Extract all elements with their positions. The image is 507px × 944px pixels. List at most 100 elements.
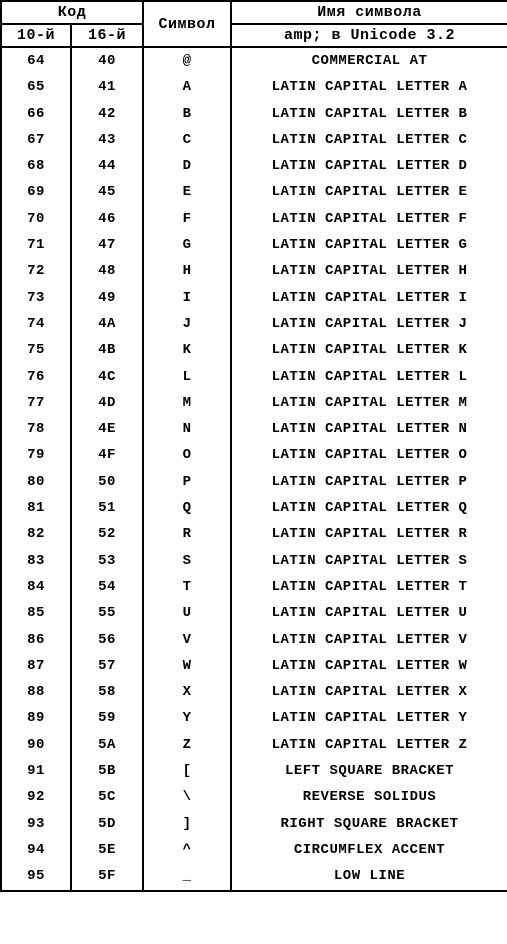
- table-row: 925C\REVERSE SOLIDUS: [1, 784, 507, 810]
- cell-hex: 54: [71, 574, 143, 600]
- table-row: 6541ALATIN CAPITAL LETTER A: [1, 74, 507, 100]
- cell-symbol: O: [143, 442, 231, 468]
- cell-name: LATIN CAPITAL LETTER D: [231, 153, 507, 179]
- table-row: 6945ELATIN CAPITAL LETTER E: [1, 179, 507, 205]
- cell-symbol: F: [143, 206, 231, 232]
- cell-dec: 67: [1, 127, 71, 153]
- cell-symbol: C: [143, 127, 231, 153]
- table-row: 754BKLATIN CAPITAL LETTER K: [1, 337, 507, 363]
- cell-name: LATIN CAPITAL LETTER A: [231, 74, 507, 100]
- cell-symbol: L: [143, 364, 231, 390]
- cell-dec: 92: [1, 784, 71, 810]
- cell-dec: 91: [1, 758, 71, 784]
- cell-symbol: J: [143, 311, 231, 337]
- cell-hex: 43: [71, 127, 143, 153]
- table-row: 774DMLATIN CAPITAL LETTER M: [1, 390, 507, 416]
- cell-hex: 46: [71, 206, 143, 232]
- cell-dec: 95: [1, 863, 71, 890]
- table-row: 8757WLATIN CAPITAL LETTER W: [1, 653, 507, 679]
- cell-name: LATIN CAPITAL LETTER H: [231, 258, 507, 284]
- table-row: 905AZLATIN CAPITAL LETTER Z: [1, 732, 507, 758]
- table-row: 8454TLATIN CAPITAL LETTER T: [1, 574, 507, 600]
- table-row: 8252RLATIN CAPITAL LETTER R: [1, 521, 507, 547]
- cell-name: LATIN CAPITAL LETTER G: [231, 232, 507, 258]
- cell-hex: 5B: [71, 758, 143, 784]
- cell-name: LATIN CAPITAL LETTER M: [231, 390, 507, 416]
- cell-dec: 79: [1, 442, 71, 468]
- table-row: 7349ILATIN CAPITAL LETTER I: [1, 285, 507, 311]
- cell-hex: 53: [71, 548, 143, 574]
- cell-symbol: I: [143, 285, 231, 311]
- cell-name: REVERSE SOLIDUS: [231, 784, 507, 810]
- header-code-group: Код: [1, 1, 143, 24]
- table-row: 8656VLATIN CAPITAL LETTER V: [1, 627, 507, 653]
- header-name-group: Имя символа: [231, 1, 507, 24]
- cell-name: LATIN CAPITAL LETTER C: [231, 127, 507, 153]
- cell-hex: 5A: [71, 732, 143, 758]
- table-row: 7046FLATIN CAPITAL LETTER F: [1, 206, 507, 232]
- cell-hex: 58: [71, 679, 143, 705]
- table-row: 6844DLATIN CAPITAL LETTER D: [1, 153, 507, 179]
- table-row: 6440@COMMERCIAL AT: [1, 47, 507, 74]
- cell-name: LATIN CAPITAL LETTER R: [231, 521, 507, 547]
- cell-symbol: W: [143, 653, 231, 679]
- cell-name: LATIN CAPITAL LETTER L: [231, 364, 507, 390]
- cell-hex: 44: [71, 153, 143, 179]
- cell-symbol: M: [143, 390, 231, 416]
- table-row: 8050PLATIN CAPITAL LETTER P: [1, 469, 507, 495]
- cell-symbol: U: [143, 600, 231, 626]
- cell-hex: 4A: [71, 311, 143, 337]
- cell-symbol: _: [143, 863, 231, 890]
- cell-dec: 85: [1, 600, 71, 626]
- cell-name: LOW LINE: [231, 863, 507, 890]
- cell-name: LATIN CAPITAL LETTER O: [231, 442, 507, 468]
- header-hex: 16-й: [71, 24, 143, 47]
- cell-name: LATIN CAPITAL LETTER W: [231, 653, 507, 679]
- table-row: 955F_LOW LINE: [1, 863, 507, 890]
- cell-symbol: V: [143, 627, 231, 653]
- header-dec: 10-й: [1, 24, 71, 47]
- cell-symbol: ^: [143, 837, 231, 863]
- cell-hex: 51: [71, 495, 143, 521]
- cell-name: LATIN CAPITAL LETTER K: [231, 337, 507, 363]
- cell-hex: 49: [71, 285, 143, 311]
- cell-name: COMMERCIAL AT: [231, 47, 507, 74]
- cell-dec: 75: [1, 337, 71, 363]
- cell-dec: 72: [1, 258, 71, 284]
- cell-dec: 78: [1, 416, 71, 442]
- cell-hex: 57: [71, 653, 143, 679]
- cell-name: LEFT SQUARE BRACKET: [231, 758, 507, 784]
- cell-name: LATIN CAPITAL LETTER T: [231, 574, 507, 600]
- cell-hex: 55: [71, 600, 143, 626]
- cell-hex: 5C: [71, 784, 143, 810]
- cell-symbol: Y: [143, 705, 231, 731]
- cell-hex: 40: [71, 47, 143, 74]
- cell-dec: 89: [1, 705, 71, 731]
- cell-dec: 69: [1, 179, 71, 205]
- table-row: 935D]RIGHT SQUARE BRACKET: [1, 811, 507, 837]
- cell-hex: 4E: [71, 416, 143, 442]
- cell-name: LATIN CAPITAL LETTER S: [231, 548, 507, 574]
- header-symbol: Символ: [143, 1, 231, 47]
- cell-name: LATIN CAPITAL LETTER X: [231, 679, 507, 705]
- cell-dec: 73: [1, 285, 71, 311]
- table-row: 8858XLATIN CAPITAL LETTER X: [1, 679, 507, 705]
- cell-dec: 83: [1, 548, 71, 574]
- table-row: 7147GLATIN CAPITAL LETTER G: [1, 232, 507, 258]
- cell-symbol: D: [143, 153, 231, 179]
- cell-symbol: A: [143, 74, 231, 100]
- cell-symbol: ]: [143, 811, 231, 837]
- cell-name: RIGHT SQUARE BRACKET: [231, 811, 507, 837]
- cell-symbol: \: [143, 784, 231, 810]
- cell-dec: 90: [1, 732, 71, 758]
- unicode-table: Код Символ Имя символа 10-й 16-й amp; в …: [0, 0, 507, 892]
- cell-symbol: Z: [143, 732, 231, 758]
- cell-symbol: T: [143, 574, 231, 600]
- cell-hex: 4F: [71, 442, 143, 468]
- cell-name: LATIN CAPITAL LETTER Z: [231, 732, 507, 758]
- table-header: Код Символ Имя символа 10-й 16-й amp; в …: [1, 1, 507, 47]
- cell-dec: 77: [1, 390, 71, 416]
- cell-symbol: N: [143, 416, 231, 442]
- cell-name: LATIN CAPITAL LETTER J: [231, 311, 507, 337]
- header-name-sub: amp; в Unicode 3.2: [231, 24, 507, 47]
